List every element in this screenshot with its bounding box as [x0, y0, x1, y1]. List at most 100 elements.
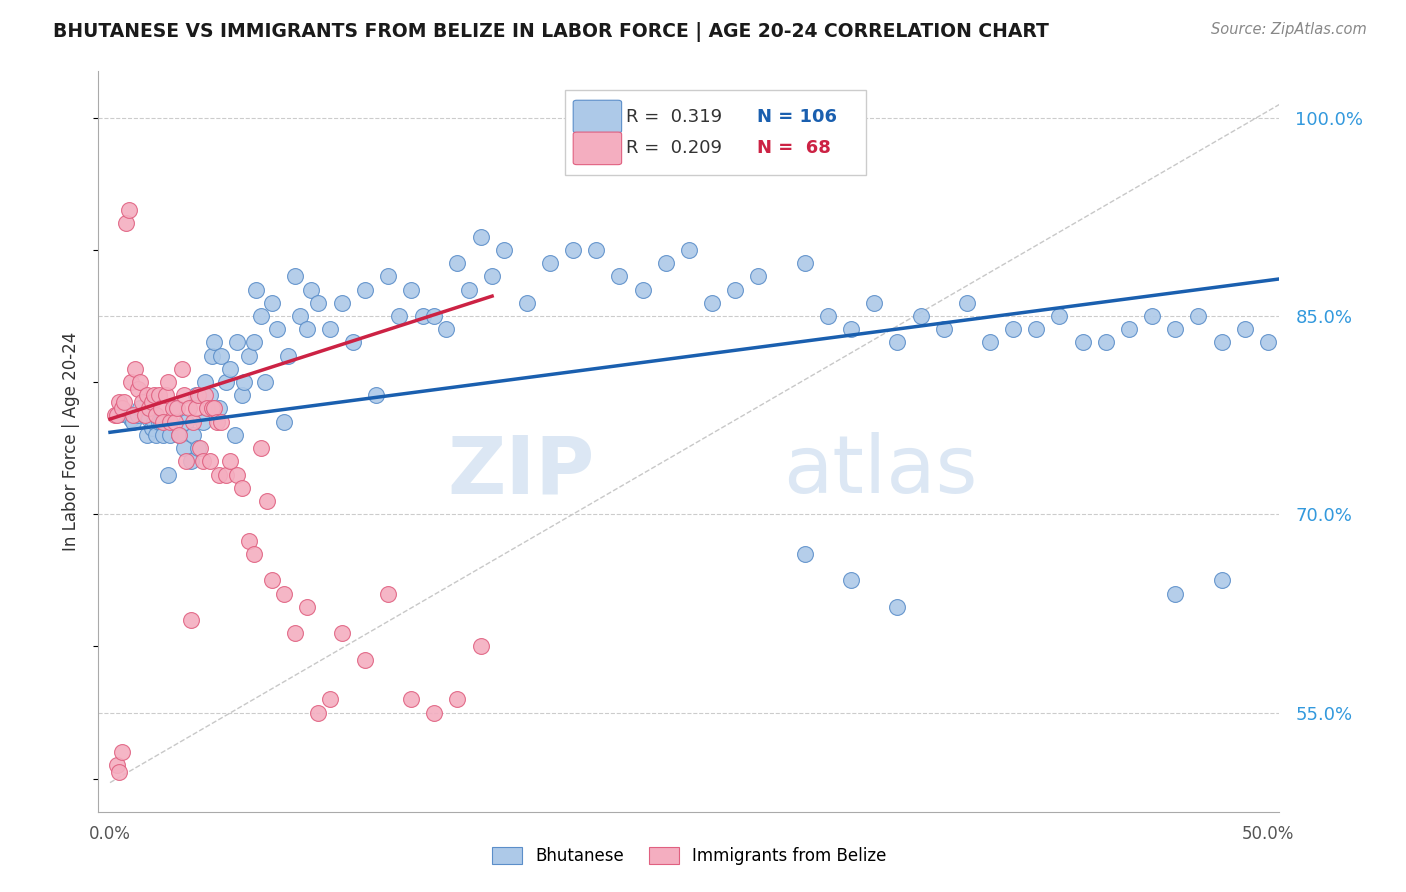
Point [180, 454, 202, 468]
Point [288, 309, 311, 323]
Point [169, 428, 191, 442]
Point [136, 428, 159, 442]
Point [655, 256, 678, 270]
Point [839, 322, 862, 336]
Point [1211, 574, 1233, 588]
Point [231, 481, 253, 495]
Point [143, 415, 166, 429]
Point [202, 335, 225, 350]
Text: BHUTANESE VS IMMIGRANTS FROM BELIZE IN LABOR FORCE | AGE 20-24 CORRELATION CHART: BHUTANESE VS IMMIGRANTS FROM BELIZE IN L… [53, 22, 1049, 42]
Text: N = 106: N = 106 [758, 108, 838, 126]
Point [152, 428, 174, 442]
Point [202, 401, 225, 416]
Point [134, 408, 156, 422]
Point [446, 256, 468, 270]
Point [242, 335, 264, 350]
Text: R =  0.209: R = 0.209 [626, 139, 723, 157]
Point [932, 322, 955, 336]
Text: R =  0.319: R = 0.319 [626, 108, 723, 126]
Point [273, 586, 295, 600]
Point [724, 283, 747, 297]
Point [330, 295, 353, 310]
Point [224, 428, 246, 442]
Point [262, 295, 284, 310]
Point [124, 361, 146, 376]
Point [104, 408, 127, 422]
Point [219, 361, 242, 376]
Point [143, 388, 166, 402]
Point [201, 401, 224, 416]
Point [1118, 322, 1140, 336]
Point [138, 401, 160, 416]
Point [377, 586, 399, 600]
Point [538, 256, 561, 270]
Point [1164, 322, 1187, 336]
Point [886, 335, 908, 350]
Point [301, 283, 323, 297]
Point [136, 388, 159, 402]
Point [353, 653, 375, 667]
Point [910, 309, 932, 323]
Point [277, 349, 299, 363]
Point [330, 626, 353, 640]
FancyBboxPatch shape [574, 100, 621, 133]
Point [295, 599, 318, 614]
Point [226, 335, 249, 350]
Point [208, 467, 231, 482]
Point [148, 388, 170, 402]
Point [793, 256, 815, 270]
Point [1187, 309, 1209, 323]
Point [470, 640, 492, 654]
Point [209, 415, 232, 429]
Point [399, 283, 422, 297]
Point [388, 309, 411, 323]
Point [180, 613, 202, 627]
Point [434, 322, 457, 336]
Point [188, 441, 211, 455]
Y-axis label: In Labor Force | Age 20-24: In Labor Force | Age 20-24 [62, 332, 80, 551]
Point [678, 243, 700, 257]
Point [191, 454, 214, 468]
Point [194, 388, 217, 402]
Point [129, 375, 152, 389]
Point [112, 395, 135, 409]
Point [205, 415, 228, 429]
Point [122, 408, 145, 422]
Point [120, 412, 142, 426]
Point [238, 533, 260, 548]
Point [156, 467, 179, 482]
Legend: Bhutanese, Immigrants from Belize: Bhutanese, Immigrants from Belize [484, 838, 894, 874]
Point [399, 692, 422, 706]
Point [166, 401, 188, 416]
Point [249, 441, 271, 455]
Text: ZIP: ZIP [447, 432, 595, 510]
Point [249, 309, 271, 323]
Point [183, 415, 205, 429]
Point [209, 349, 232, 363]
Point [184, 401, 207, 416]
Point [194, 375, 217, 389]
Point [159, 415, 181, 429]
Point [254, 375, 277, 389]
Point [262, 574, 284, 588]
Point [956, 295, 979, 310]
Point [215, 467, 238, 482]
Point [1071, 335, 1094, 350]
Point [817, 309, 839, 323]
Point [1233, 322, 1256, 336]
Point [198, 454, 221, 468]
Point [176, 415, 198, 429]
Text: atlas: atlas [783, 432, 977, 510]
Text: Source: ZipAtlas.com: Source: ZipAtlas.com [1211, 22, 1367, 37]
Point [187, 441, 209, 455]
Point [219, 454, 242, 468]
Point [131, 395, 153, 409]
Point [120, 375, 142, 389]
Point [105, 758, 128, 772]
Point [366, 388, 388, 402]
Point [105, 408, 128, 422]
Point [215, 375, 238, 389]
Point [256, 494, 278, 508]
Point [1002, 322, 1025, 336]
Point [245, 283, 267, 297]
